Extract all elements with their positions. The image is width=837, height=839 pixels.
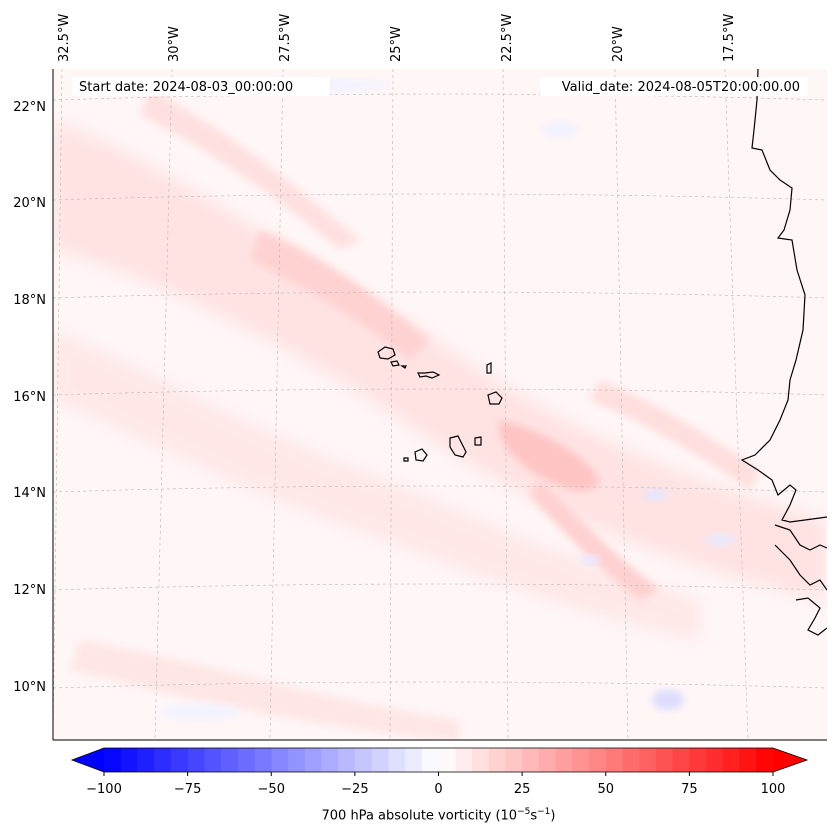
lat-label: 22°N <box>13 100 46 115</box>
island-sal <box>486 362 492 374</box>
colorbar-cell <box>271 748 289 772</box>
valid-date-label: Valid_date: 2024-08-05T20:00:00.00 <box>562 80 800 95</box>
colorbar: −100 −75 −50 −25 0 25 50 75 100 <box>70 747 809 797</box>
gridlines <box>53 69 827 740</box>
colorbar-cell <box>187 748 205 772</box>
colorbar-cell <box>455 748 473 772</box>
colorbar-tick-label: −75 <box>174 782 201 797</box>
colorbar-cell <box>254 748 272 772</box>
lat-label: 18°N <box>13 293 46 308</box>
colorbar-cell <box>104 748 122 772</box>
lon-label: 20°W <box>611 26 626 62</box>
colorbar-cell <box>589 748 607 772</box>
colorbar-cell <box>605 748 624 772</box>
lon-label: 22.5°W <box>500 14 515 62</box>
colorbar-tick-label: 0 <box>434 782 442 797</box>
colorbar-cell <box>304 748 323 772</box>
colorbar-tick-label: 100 <box>761 782 786 797</box>
lat-label: 20°N <box>13 196 46 211</box>
colorbar-cell <box>120 748 139 772</box>
colorbar-cell <box>154 748 172 772</box>
lat-label: 14°N <box>13 486 46 501</box>
island-brava <box>403 457 409 462</box>
island-boa-vista <box>487 391 503 405</box>
colorbar-ticks: −100 −75 −50 −25 0 25 50 75 100 <box>86 772 785 797</box>
island-sao-vicente <box>390 360 400 367</box>
colorbar-label: 700 hPa absolute vorticity (10−5s−1) <box>321 807 556 824</box>
lat-label: 10°N <box>13 680 46 695</box>
coastline <box>377 69 827 636</box>
colorbar-cell <box>354 748 373 772</box>
colorbar-cell <box>338 748 356 772</box>
colorbar-cell <box>622 748 640 772</box>
colorbar-cell <box>756 748 774 772</box>
colorbar-cell <box>388 748 406 772</box>
colorbar-cell <box>371 748 389 772</box>
colorbar-cell <box>438 748 456 772</box>
island-santa-luzia <box>400 365 407 369</box>
colorbar-tick-label: 50 <box>597 782 614 797</box>
valid-date-box <box>540 77 808 96</box>
colorbar-tick-label: −50 <box>258 782 285 797</box>
colorbar-cell <box>555 748 573 772</box>
lat-label: 16°N <box>13 390 46 405</box>
colorbar-cell <box>405 748 423 772</box>
lon-label: 25°W <box>389 26 404 62</box>
colorbar-cell <box>137 748 155 772</box>
colorbar-cell <box>572 748 590 772</box>
island-santiago <box>449 435 467 458</box>
lon-label: 32.5°W <box>57 14 72 62</box>
colorbar-tick-label: 75 <box>681 782 698 797</box>
lon-label: 30°W <box>167 26 182 62</box>
colorbar-cell <box>722 748 741 772</box>
vorticity-field <box>53 69 827 740</box>
colorbar-cell <box>522 748 540 772</box>
island-fogo <box>414 448 428 462</box>
colorbar-cell <box>421 748 440 772</box>
lat-label: 12°N <box>13 583 46 598</box>
colorbar-cell <box>655 748 674 772</box>
start-date-label: Start date: 2024-08-03_00:00:00 <box>79 80 293 95</box>
colorbar-min-extension <box>72 748 104 772</box>
colorbar-cell <box>538 748 557 772</box>
colorbar-cell <box>321 748 339 772</box>
colorbar-cell <box>287 748 306 772</box>
colorbar-cell <box>739 748 757 772</box>
colorbar-cells <box>104 748 774 772</box>
colorbar-tick-label: −100 <box>86 782 122 797</box>
start-date-box <box>72 77 330 96</box>
island-maio <box>474 436 482 446</box>
colorbar-cell <box>689 748 707 772</box>
colorbar-tick-label: 25 <box>514 782 531 797</box>
longitude-labels: 32.5°W 30°W 27.5°W 25°W 22.5°W 20°W 17.5… <box>57 14 737 62</box>
latitude-labels: 22°N 20°N 18°N 16°N 14°N 12°N 10°N <box>13 100 46 695</box>
colorbar-max-extension <box>773 748 807 772</box>
island-santo-antao <box>377 346 396 360</box>
colorbar-cell <box>237 748 256 772</box>
colorbar-cell <box>471 748 490 772</box>
lon-label: 17.5°W <box>722 14 737 62</box>
colorbar-cell <box>639 748 657 772</box>
west-africa-coastline <box>740 69 827 523</box>
colorbar-cell <box>505 748 523 772</box>
colorbar-cell <box>706 748 724 772</box>
colorbar-cell <box>170 748 189 772</box>
colorbar-tick-label: −25 <box>341 782 368 797</box>
colorbar-cell <box>204 748 222 772</box>
colorbar-cell <box>488 748 507 772</box>
colorbar-cell <box>672 748 690 772</box>
lon-label: 27.5°W <box>278 14 293 62</box>
colorbar-cell <box>221 748 239 772</box>
island-sao-nicolau <box>417 371 441 379</box>
